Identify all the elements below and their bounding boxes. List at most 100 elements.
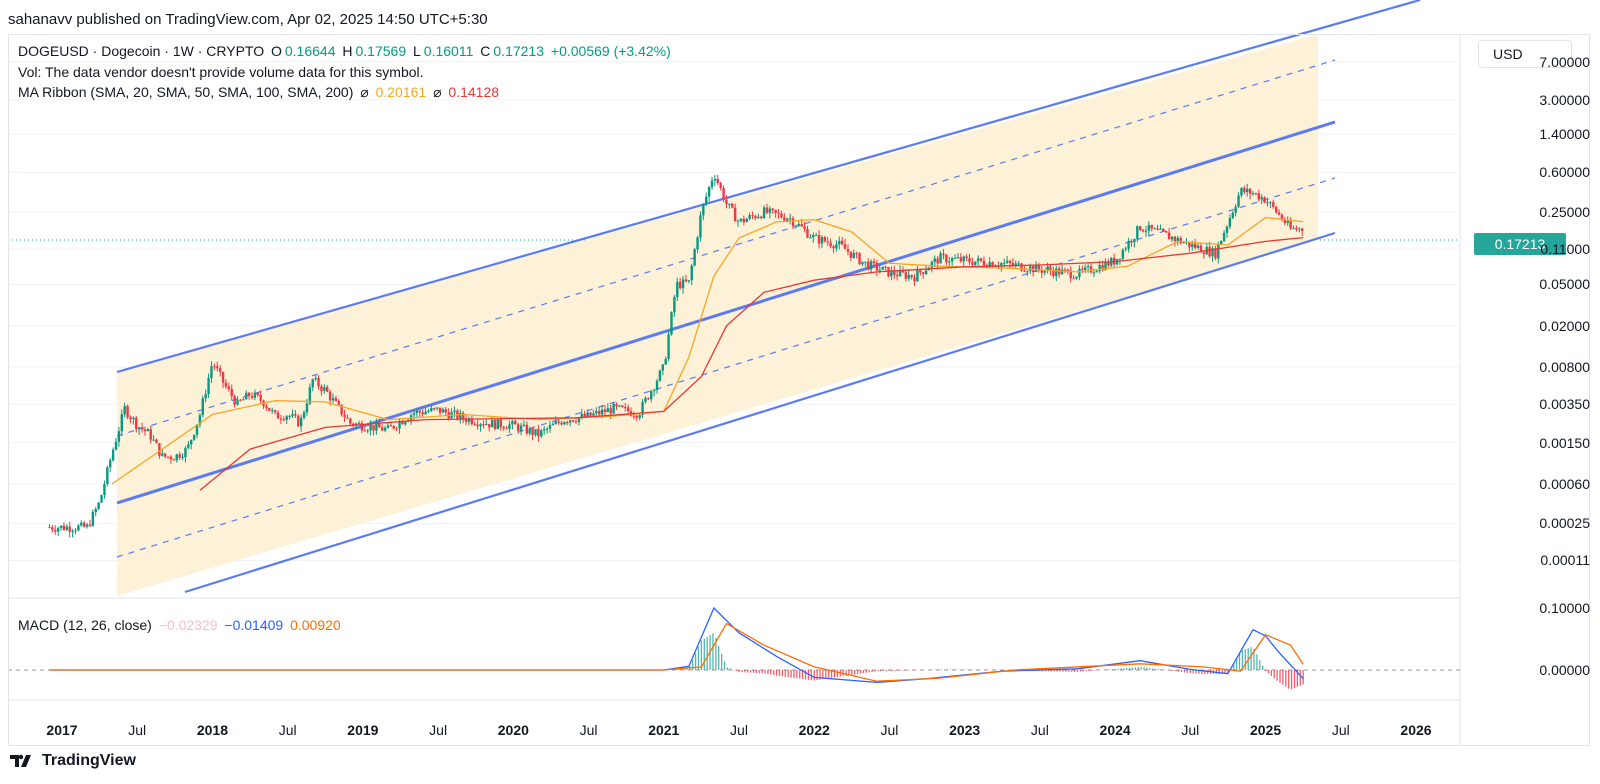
symbol-legend[interactable]: DOGEUSD · Dogecoin · 1W · CRYPTO O 0.1664… bbox=[18, 43, 674, 59]
candle-body bbox=[294, 414, 297, 416]
candle-body bbox=[1060, 269, 1064, 275]
candle-body bbox=[893, 270, 896, 275]
candle-body bbox=[516, 424, 520, 431]
candle-body bbox=[1086, 266, 1090, 268]
price-tick-label: 0.00150 bbox=[1539, 434, 1590, 451]
candle-body bbox=[421, 412, 424, 415]
candle-body bbox=[192, 434, 196, 440]
candle-body bbox=[979, 258, 983, 261]
candle-body bbox=[950, 257, 954, 262]
candle-body bbox=[742, 218, 746, 223]
candle-body bbox=[678, 281, 682, 289]
candle-body bbox=[314, 378, 317, 380]
candle-body bbox=[1136, 226, 1139, 239]
candle-body bbox=[375, 422, 378, 431]
candle-body bbox=[1147, 224, 1151, 231]
candle-body bbox=[1121, 249, 1125, 259]
candle-body bbox=[872, 261, 876, 263]
candle-body bbox=[404, 421, 407, 425]
candle-body bbox=[395, 428, 398, 430]
candle-body bbox=[137, 427, 141, 430]
candle-body bbox=[77, 525, 80, 531]
candle-body bbox=[812, 234, 815, 238]
candle-body bbox=[366, 430, 369, 432]
candle-body bbox=[1075, 276, 1078, 279]
candle-body bbox=[670, 312, 673, 335]
tradingview-logo[interactable]: TradingView bbox=[10, 752, 136, 770]
candle-body bbox=[71, 531, 74, 533]
candle-body bbox=[114, 441, 118, 450]
price-tick-label: 0.00060 bbox=[1539, 475, 1590, 492]
candle-body bbox=[618, 405, 621, 407]
candle-body bbox=[213, 366, 216, 368]
ma-ribbon-legend[interactable]: MA Ribbon (SMA, 20, SMA, 50, SMA, 100, S… bbox=[18, 84, 502, 101]
candle-body bbox=[673, 297, 676, 313]
candle-body bbox=[227, 386, 231, 390]
candle-body bbox=[835, 244, 838, 249]
candle-body bbox=[285, 416, 288, 420]
candle-body bbox=[551, 424, 555, 426]
time-tick-label: Jul bbox=[730, 722, 748, 738]
candle-body bbox=[681, 279, 685, 289]
candle-body bbox=[1165, 231, 1168, 233]
candle-body bbox=[919, 270, 922, 273]
candle-body bbox=[1211, 248, 1214, 257]
ma-symbol-2: ⌀ bbox=[433, 84, 442, 100]
candle-body bbox=[461, 413, 465, 419]
candle-body bbox=[111, 449, 115, 461]
candle-body bbox=[334, 398, 338, 401]
candle-body bbox=[817, 234, 821, 244]
candle-body bbox=[583, 413, 586, 417]
candle-body bbox=[493, 420, 497, 429]
candle-body bbox=[710, 180, 714, 187]
candle-body bbox=[117, 431, 121, 442]
symbol-name: DOGEUSD · Dogecoin · 1W · CRYPTO bbox=[18, 43, 265, 59]
candle-body bbox=[832, 246, 835, 249]
candle-body bbox=[1248, 188, 1252, 194]
candle-body bbox=[705, 196, 708, 204]
candle-body bbox=[1144, 230, 1148, 232]
candle-body bbox=[239, 399, 242, 401]
candle-body bbox=[140, 427, 144, 430]
candle-body bbox=[606, 408, 610, 413]
candle-body bbox=[733, 207, 737, 222]
close-label: C bbox=[480, 43, 491, 59]
change-value: +0.00569 (+3.42%) bbox=[550, 43, 671, 59]
candle-body bbox=[1017, 263, 1020, 265]
candle-body bbox=[696, 237, 699, 250]
candle-body bbox=[869, 261, 873, 270]
time-tick-label: 2024 bbox=[1099, 722, 1131, 738]
macd-legend[interactable]: MACD (12, 26, close) −0.02329 −0.01409 0… bbox=[18, 617, 344, 633]
candle-body bbox=[253, 392, 257, 398]
candle-body bbox=[731, 203, 734, 208]
candle-body bbox=[777, 212, 780, 214]
candle-body bbox=[91, 511, 95, 526]
candle-body bbox=[803, 226, 806, 229]
candle-body bbox=[279, 418, 283, 420]
time-tick-label: 2020 bbox=[497, 722, 529, 738]
currency-button[interactable]: USD bbox=[1478, 40, 1572, 68]
candle-body bbox=[210, 366, 213, 379]
candle-body bbox=[1153, 228, 1156, 230]
candle-body bbox=[236, 399, 239, 405]
candle-body bbox=[438, 407, 442, 413]
candle-body bbox=[476, 424, 479, 427]
candle-body bbox=[566, 422, 569, 424]
candle-body bbox=[82, 522, 86, 527]
chart-frame bbox=[8, 34, 1590, 746]
candle-body bbox=[135, 417, 138, 430]
time-tick-label: Jul bbox=[1331, 722, 1350, 738]
candle-body bbox=[479, 424, 482, 427]
candle-body bbox=[725, 199, 728, 204]
candle-body bbox=[158, 443, 161, 456]
candle-body bbox=[878, 269, 882, 271]
candle-body bbox=[921, 272, 925, 275]
candle-body bbox=[1008, 260, 1012, 264]
candle-body bbox=[542, 428, 546, 431]
candle-body bbox=[936, 258, 939, 264]
candle-body bbox=[201, 398, 205, 416]
candle-body bbox=[268, 407, 271, 411]
candle-body bbox=[1280, 214, 1284, 220]
time-tick-label: Jul bbox=[429, 722, 448, 738]
